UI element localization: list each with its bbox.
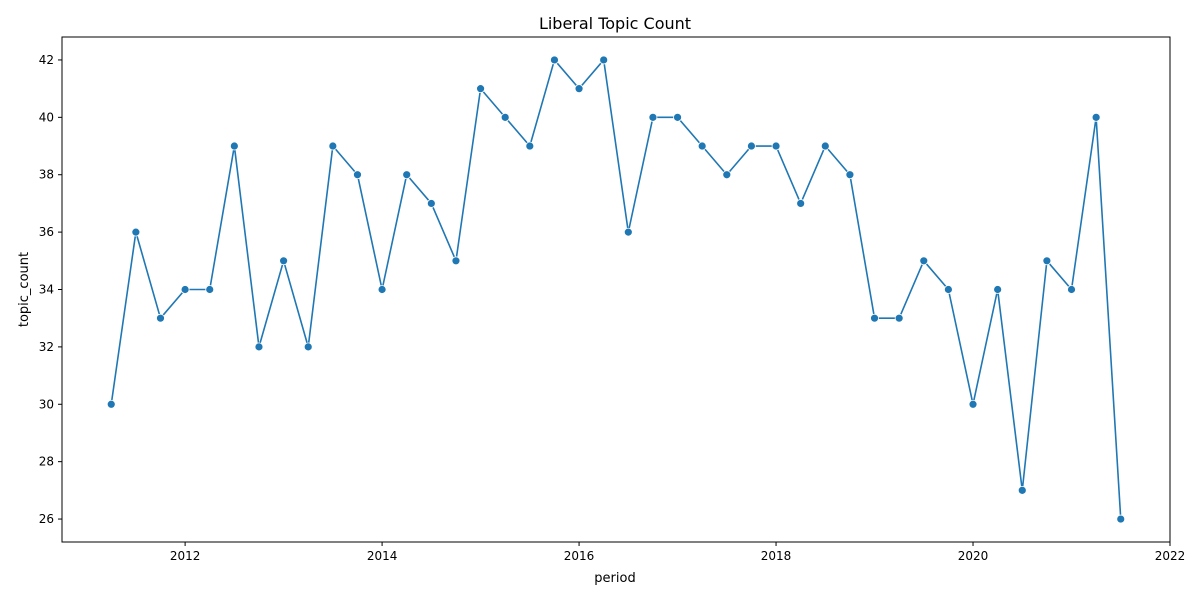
data-point bbox=[697, 141, 707, 151]
y-tick-label: 34 bbox=[39, 283, 54, 297]
x-axis: 2012 2014 2016 2018 2020 2022 bbox=[170, 542, 1185, 563]
data-point bbox=[180, 285, 190, 294]
data-point bbox=[747, 141, 756, 151]
data-point bbox=[254, 342, 264, 352]
data-point bbox=[500, 112, 510, 122]
y-tick-label: 32 bbox=[39, 340, 54, 354]
y-tick-label: 28 bbox=[39, 455, 54, 469]
data-point bbox=[968, 399, 978, 409]
data-point bbox=[550, 55, 559, 65]
data-point bbox=[796, 199, 806, 208]
data-point bbox=[1116, 514, 1126, 524]
data-point bbox=[623, 227, 633, 237]
y-tick-label: 40 bbox=[39, 110, 54, 124]
data-point bbox=[722, 170, 732, 180]
data-point bbox=[131, 227, 141, 237]
data-point bbox=[919, 256, 929, 266]
chart-title: Liberal Topic Count bbox=[539, 14, 691, 33]
data-point bbox=[574, 84, 584, 94]
data-point bbox=[303, 342, 313, 352]
data-point bbox=[894, 313, 904, 323]
data-point bbox=[229, 141, 239, 151]
y-tick-label: 42 bbox=[39, 53, 54, 67]
x-tick-label: 2018 bbox=[761, 549, 792, 563]
data-point bbox=[673, 112, 682, 122]
data-point bbox=[353, 170, 362, 180]
x-tick-label: 2022 bbox=[1155, 549, 1186, 563]
data-point bbox=[328, 141, 338, 151]
data-point bbox=[402, 170, 412, 180]
data-point bbox=[451, 256, 461, 266]
data-point bbox=[1042, 256, 1052, 266]
y-tick-label: 38 bbox=[39, 168, 54, 182]
series-line-topic_count bbox=[110, 59, 1122, 520]
data-point bbox=[993, 285, 1003, 294]
data-point bbox=[156, 313, 165, 323]
data-point bbox=[1017, 485, 1027, 495]
data-point bbox=[648, 112, 658, 122]
x-tick-label: 2016 bbox=[564, 549, 595, 563]
y-tick-label: 36 bbox=[39, 225, 54, 239]
data-point bbox=[944, 285, 953, 294]
data-point bbox=[205, 285, 215, 294]
data-point bbox=[279, 256, 289, 266]
y-axis: 26 28 30 32 34 36 38 40 42 bbox=[39, 53, 62, 526]
data-point bbox=[1067, 285, 1076, 294]
data-point bbox=[476, 84, 485, 94]
y-tick-label: 30 bbox=[39, 397, 54, 411]
x-tick-label: 2014 bbox=[367, 549, 398, 563]
data-point bbox=[525, 141, 535, 151]
x-tick-label: 2020 bbox=[958, 549, 989, 563]
x-tick-label: 2012 bbox=[170, 549, 201, 563]
data-point bbox=[377, 285, 387, 294]
plot-area bbox=[106, 55, 1126, 524]
data-point bbox=[845, 170, 855, 180]
y-tick-label: 26 bbox=[39, 512, 54, 526]
y-axis-label: topic_count bbox=[17, 252, 32, 327]
data-point bbox=[1091, 112, 1101, 122]
x-axis-label: period bbox=[594, 571, 635, 586]
data-point bbox=[870, 313, 879, 323]
data-point bbox=[426, 199, 436, 208]
data-point bbox=[771, 141, 781, 151]
data-point bbox=[106, 399, 116, 409]
data-point bbox=[599, 55, 609, 65]
data-point bbox=[820, 141, 830, 151]
